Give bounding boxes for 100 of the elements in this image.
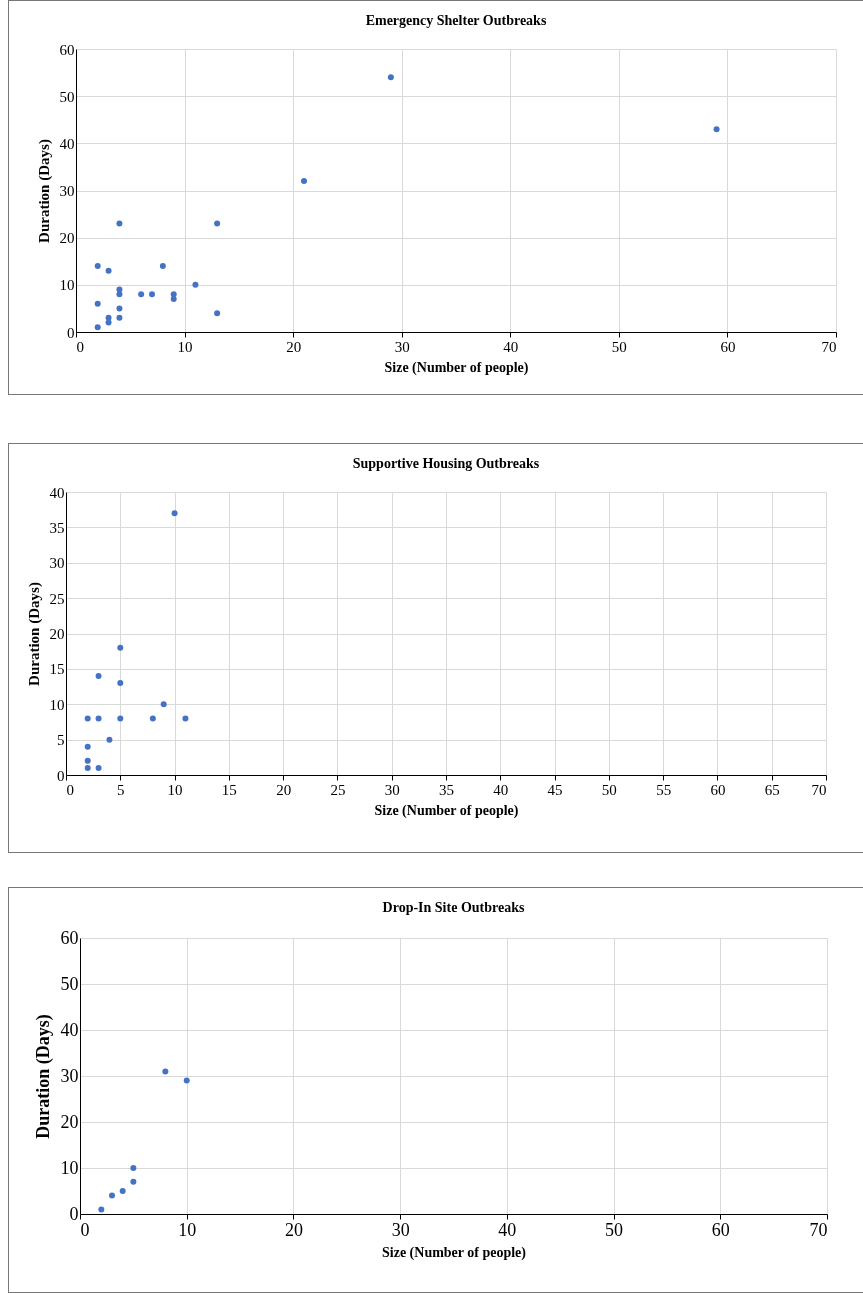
x-tick-label: 15 — [221, 781, 237, 798]
point — [301, 178, 307, 185]
point — [192, 281, 199, 288]
x-tick-label: 60 — [720, 338, 736, 355]
x-tick-label: 70 — [821, 338, 837, 355]
x-tick-label: 70 — [809, 1219, 828, 1240]
point — [170, 295, 177, 302]
x-tick-label: 45 — [547, 781, 563, 798]
point — [159, 262, 166, 269]
y-tick-label: 15 — [49, 661, 65, 678]
point — [130, 1165, 137, 1171]
point — [105, 319, 112, 326]
y-tick-label: 40 — [59, 135, 75, 152]
point — [138, 291, 145, 298]
y-tick-label: 20 — [59, 230, 75, 247]
y-tick-label: 30 — [59, 183, 75, 199]
point — [95, 764, 102, 771]
point — [116, 220, 123, 227]
point — [117, 680, 124, 687]
y-axis-title: Duration (Days) — [32, 1014, 54, 1139]
x-tick-label: 10 — [178, 1219, 197, 1240]
x-tick-label: 20 — [284, 1219, 303, 1240]
y-tick-label: 60 — [60, 927, 79, 948]
x-tick-label: 30 — [391, 1219, 410, 1240]
point — [214, 310, 221, 317]
x-tick-label: 55 — [656, 781, 672, 798]
point — [171, 510, 178, 517]
point — [94, 262, 101, 269]
point — [149, 291, 155, 298]
point — [84, 757, 91, 764]
point — [105, 267, 112, 274]
chart-title: Drop-In Site Outbreaks — [382, 900, 525, 915]
x-tick-label: 40 — [493, 781, 509, 798]
y-tick-label: 0 — [67, 324, 75, 341]
point — [117, 644, 124, 651]
point — [182, 715, 189, 722]
x-tick-label: 20 — [286, 338, 302, 355]
x-tick-label: 35 — [439, 781, 454, 798]
point — [116, 305, 123, 312]
point — [98, 1206, 105, 1213]
x-tick-label: 60 — [710, 781, 726, 798]
y-tick-label: 10 — [60, 1157, 79, 1178]
point — [106, 736, 113, 743]
y-tick-label: 35 — [49, 519, 65, 536]
y-axis-title: Duration (Days) — [35, 139, 53, 243]
point — [183, 1077, 190, 1084]
y-tick-label: 50 — [59, 88, 75, 105]
x-tick-label: 30 — [384, 781, 400, 798]
y-tick-label: 25 — [49, 590, 65, 607]
point — [84, 715, 91, 722]
y-tick-label: 40 — [60, 1019, 79, 1040]
point — [119, 1188, 126, 1194]
y-tick-label: 0 — [57, 767, 65, 784]
y-tick-label: 30 — [49, 555, 65, 572]
x-tick-label: 5 — [117, 781, 125, 798]
point — [160, 701, 167, 708]
point — [162, 1068, 169, 1075]
y-axis-title: Duration (Days) — [25, 582, 43, 686]
x-tick-label: 25 — [330, 781, 346, 798]
point — [713, 126, 720, 133]
y-tick-label: 30 — [60, 1065, 79, 1086]
point — [109, 1192, 116, 1199]
point — [214, 220, 221, 227]
point — [84, 743, 91, 750]
x-tick-label: 50 — [605, 1219, 624, 1240]
x-axis-title: Size (Number of people) — [374, 802, 519, 819]
point — [105, 314, 112, 321]
point — [149, 715, 156, 722]
chart-title: Supportive Housing Outbreaks — [352, 456, 540, 471]
x-tick-label: 30 — [394, 338, 410, 355]
x-tick-label: 10 — [167, 781, 183, 798]
point — [94, 300, 101, 307]
point — [95, 715, 102, 722]
point — [130, 1178, 137, 1185]
chart-title: Emergency Shelter Outbreaks — [365, 13, 547, 28]
x-tick-label: 65 — [764, 781, 780, 798]
point — [116, 314, 123, 321]
y-tick-label: 10 — [49, 696, 65, 713]
point — [387, 74, 394, 81]
x-tick-label: 50 — [611, 338, 627, 355]
x-axis-title: Size (Number of people) — [384, 359, 529, 376]
y-tick-label: 10 — [59, 277, 75, 294]
x-tick-label: 50 — [601, 781, 617, 798]
x-tick-label: 70 — [811, 781, 827, 798]
x-tick-label: 10 — [177, 338, 193, 355]
x-tick-label: 40 — [503, 338, 519, 355]
x-tick-label: 40 — [498, 1219, 517, 1240]
y-tick-label: 20 — [49, 626, 65, 642]
y-tick-label: 50 — [60, 973, 79, 994]
point — [117, 715, 124, 722]
y-tick-label: 0 — [69, 1203, 79, 1224]
point — [170, 291, 177, 298]
y-tick-label: 60 — [59, 41, 75, 58]
y-tick-label: 40 — [49, 484, 65, 501]
x-axis-title: Size (Number of people) — [382, 1244, 527, 1261]
y-tick-label: 5 — [57, 732, 65, 749]
point — [94, 324, 101, 331]
y-tick-label: 20 — [60, 1111, 79, 1132]
x-tick-label: 60 — [711, 1219, 730, 1240]
point — [116, 291, 123, 298]
